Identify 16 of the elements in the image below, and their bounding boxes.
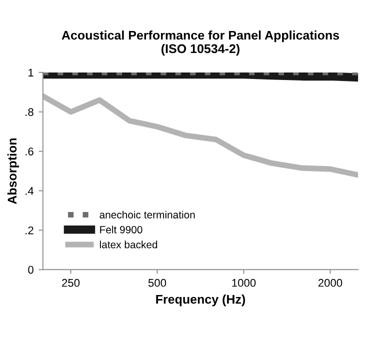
legend-label: anechoic termination — [100, 210, 195, 218]
legend-label: latex backed — [100, 240, 158, 248]
y-tick-label: .6 — [26, 148, 34, 156]
x-tick-label: 500 — [148, 278, 166, 287]
y-axis-title: Absorption — [7, 138, 20, 204]
y-tick-label: .8 — [26, 108, 34, 116]
x-axis-title: Frequency (Hz) — [156, 294, 246, 306]
y-tick-label: .4 — [26, 187, 34, 195]
x-tick-label: 1000 — [232, 278, 256, 287]
legend-label: Felt 9900 — [100, 226, 142, 234]
y-tick-label: .2 — [26, 226, 34, 234]
y-tick-label: 0 — [28, 266, 34, 274]
chart-title: Acoustical Performance for Panel Applications (ISO 10534-2) — [62, 30, 340, 56]
y-tick-label: 1 — [28, 68, 34, 76]
x-tick-label: 250 — [62, 278, 80, 287]
x-tick-label: 2000 — [318, 278, 342, 287]
